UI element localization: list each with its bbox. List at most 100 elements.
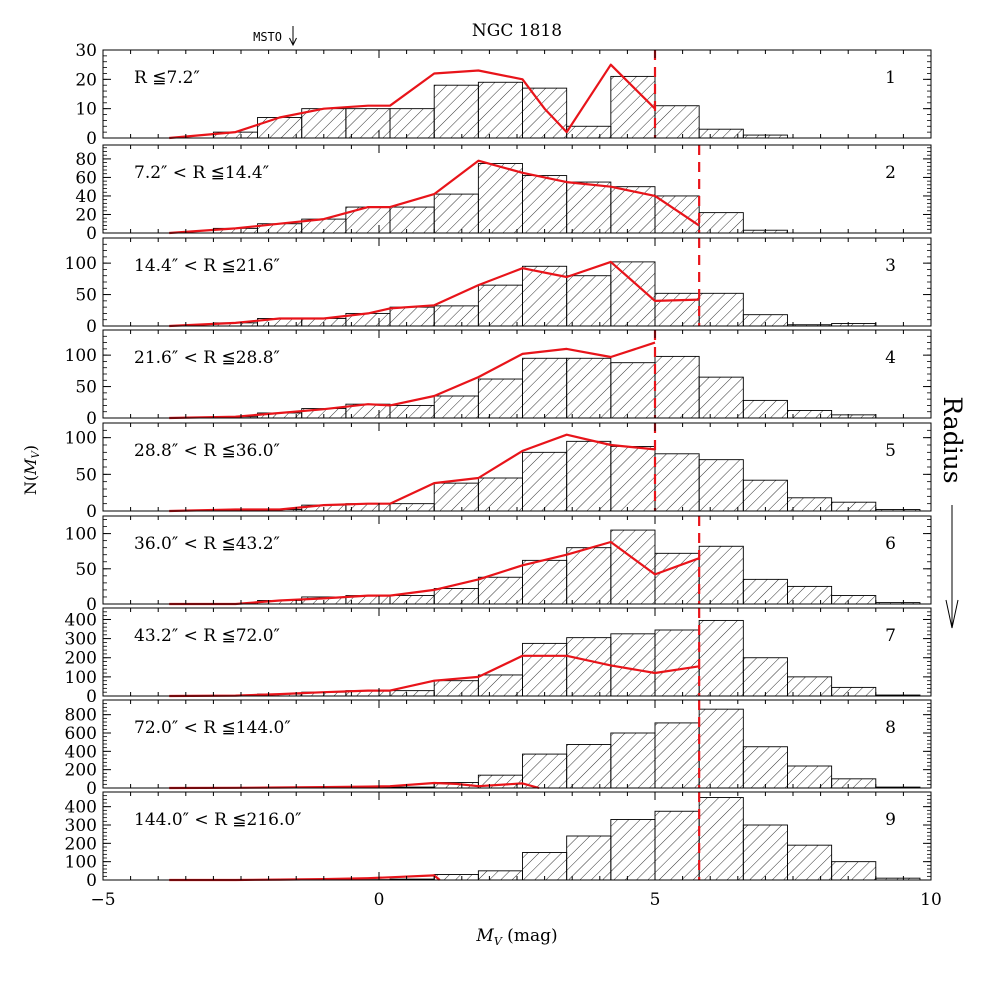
y-tick-label: 0 xyxy=(86,224,97,244)
y-tick-label: 30 xyxy=(75,41,97,61)
y-tick-label: 50 xyxy=(75,378,97,398)
panel-index: 2 xyxy=(885,163,896,183)
panel-range-label: 43.2″ < R ≦72.0″ xyxy=(134,626,280,646)
histogram-bar xyxy=(742,479,788,512)
y-tick-label: 100 xyxy=(65,668,97,688)
y-tick-label: 600 xyxy=(65,724,97,744)
y-tick-label: 10 xyxy=(75,100,97,120)
histogram-bar xyxy=(477,163,523,234)
histogram-bar xyxy=(787,585,833,605)
y-tick-label: 400 xyxy=(65,610,97,630)
histogram-bar xyxy=(831,861,877,881)
y-tick-label: 0 xyxy=(86,317,97,337)
histogram-bar xyxy=(301,108,347,139)
msto-label: MSTO xyxy=(253,30,282,44)
chart-title: NGC 1818 xyxy=(472,21,562,41)
model-line xyxy=(169,654,700,698)
y-tick-label: 80 xyxy=(75,150,97,170)
y-tick-label: 100 xyxy=(65,525,97,545)
histogram-bar xyxy=(610,819,656,881)
model-line xyxy=(169,341,656,420)
histogram-bar xyxy=(654,453,700,512)
y-tick-label: 100 xyxy=(65,254,97,274)
histogram-bar xyxy=(654,292,700,327)
x-axis: −5 0 5 10 xyxy=(90,890,941,910)
histogram-bar xyxy=(698,708,744,789)
histogram-bar xyxy=(522,357,568,419)
y-tick-label: 20 xyxy=(75,205,97,225)
panel-index: 5 xyxy=(885,441,896,461)
histogram-bar xyxy=(698,619,744,697)
histogram-bar xyxy=(522,852,568,881)
histogram-bar xyxy=(433,874,479,881)
panel-4: 0 50 100 21.6″ < R ≦28.8″ 4 xyxy=(65,329,932,429)
histogram-bar xyxy=(698,376,744,419)
histogram-bar xyxy=(433,305,479,327)
histogram-bar xyxy=(477,576,523,605)
histogram-bar xyxy=(787,497,833,512)
panel-range-label: 7.2″ < R ≦14.4″ xyxy=(134,163,269,183)
x-tick-label: −5 xyxy=(90,890,115,910)
radius-arrow-icon xyxy=(945,505,959,629)
histogram-bar xyxy=(566,440,612,512)
y-tick-label: 200 xyxy=(65,834,97,854)
histogram-bar xyxy=(433,482,479,512)
y-tick-label: 100 xyxy=(65,346,97,366)
histogram-bar xyxy=(522,753,568,789)
panel-range-label: 144.0″ < R ≦216.0″ xyxy=(134,810,302,830)
model-line xyxy=(169,433,656,513)
radius-label: Radius xyxy=(938,396,967,483)
y-tick-label: 0 xyxy=(86,129,97,149)
y-tick-label: 100 xyxy=(65,429,97,449)
histogram-bar xyxy=(787,765,833,789)
panel-index: 8 xyxy=(885,718,896,738)
panel-range-label: 28.8″ < R ≦36.0″ xyxy=(134,441,280,461)
histogram-bar xyxy=(345,108,391,139)
histogram-bar xyxy=(654,355,700,419)
histogram-bar xyxy=(522,559,568,605)
histogram-bar xyxy=(831,686,877,697)
y-tick-label: 300 xyxy=(65,630,97,650)
histogram-bar xyxy=(257,117,303,139)
histogram-bar xyxy=(389,306,435,327)
y-tick-label: 60 xyxy=(75,168,97,188)
histogram-bar xyxy=(389,404,435,419)
histogram-bar xyxy=(522,642,568,697)
histogram-bar xyxy=(787,676,833,697)
y-tick-label: 0 xyxy=(86,502,97,522)
histogram-bar xyxy=(566,744,612,789)
histogram-bar xyxy=(698,545,744,605)
histogram-bar xyxy=(742,824,788,881)
histogram-bar xyxy=(433,395,479,419)
histogram-bar xyxy=(654,629,700,697)
y-tick-label: 0 xyxy=(86,687,97,707)
histogram-bar xyxy=(610,633,656,697)
panel-5: 0 50 100 28.8″ < R ≦36.0″ 5 xyxy=(65,422,932,522)
histogram-bar xyxy=(477,81,523,139)
histogram-bar xyxy=(831,778,877,789)
histogram-bar xyxy=(433,193,479,234)
x-tick-label: 10 xyxy=(920,890,942,910)
histogram-bar xyxy=(698,128,744,139)
histogram-bar xyxy=(787,410,833,419)
histogram-bar xyxy=(831,501,877,512)
histogram-bar xyxy=(389,206,435,234)
histogram-bar xyxy=(477,477,523,512)
histogram-bar xyxy=(610,362,656,419)
histogram-bar xyxy=(566,125,612,139)
histogram-bar xyxy=(566,357,612,419)
histogram-bar xyxy=(522,87,568,139)
histogram-bar xyxy=(566,547,612,605)
histogram-bar xyxy=(522,451,568,512)
histogram-bar xyxy=(477,674,523,697)
panel-range-label: 36.0″ < R ≦43.2″ xyxy=(134,534,280,554)
histogram-bar xyxy=(389,503,435,512)
histogram-bar xyxy=(477,378,523,419)
histogram-bar xyxy=(389,595,435,605)
panel-range-label: R ≦7.2″ xyxy=(134,68,200,88)
histogram-bar xyxy=(389,690,435,697)
